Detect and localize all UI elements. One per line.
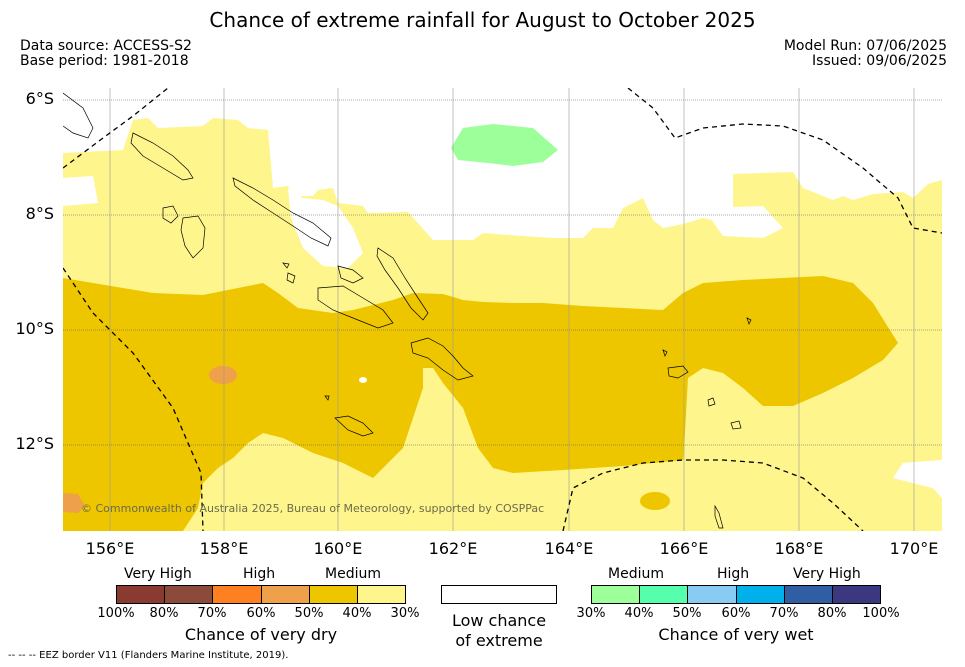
region-medium-dry-strong [63,276,898,531]
model-run: Model Run: 07/06/2025 [783,38,947,54]
graticule [63,99,942,446]
dry-swatch-2 [164,585,213,604]
dry-cat-medium: Medium [325,566,381,582]
dry-swatch-3 [212,585,262,604]
lon-label-170e: 170°E [889,539,939,558]
dry-tick: 100% [97,606,135,621]
base-period: Base period: 1981-2018 [20,53,189,69]
issued-date: Issued: 09/06/2025 [812,53,947,69]
wet-tick: 40% [624,606,654,621]
lon-label-168e: 168°E [774,539,824,558]
islet-marker [359,377,367,383]
meta-left: Data source: ACCESS-S2 Base period: 1981… [20,39,192,69]
wet-tick: 30% [576,606,606,621]
lon-label-162e: 162°E [428,539,478,558]
dry-swatch-4 [261,585,310,604]
data-source: Data source: ACCESS-S2 [20,38,192,54]
dry-tick: 80% [149,606,179,621]
wet-tick: 70% [769,606,799,621]
lat-label-6s: 6°S [25,89,54,108]
eez-footnote: -- -- -- EEZ border V11 (Flanders Marine… [8,650,289,661]
rainfall-map: © Commonwealth of Australia 2025, Bureau… [63,88,942,531]
dry-swatch-1 [116,585,165,604]
region-low-chance-e [703,206,783,238]
wet-tick: 60% [721,606,751,621]
region-low-chance-a [63,176,98,206]
eez-border [63,88,942,531]
wet-cat-medium: Medium [608,566,664,582]
dry-tick: 40% [342,606,372,621]
wet-tick: 100% [862,606,900,621]
region-high-dry-a [209,366,237,384]
meta-right: Model Run: 07/06/2025 Issued: 09/06/2025 [784,39,947,69]
dry-tick: 30% [390,606,420,621]
region-high-dry-b [63,493,85,513]
dry-cat-very-high: Very High [124,566,192,582]
dry-legend-title: Chance of very dry [184,625,338,644]
wet-cat-very-high: Very High [793,566,861,582]
lon-label-158e: 158°E [199,539,249,558]
neutral-title-2: of extreme [455,631,543,650]
neutral-title-1: Low chance [451,611,547,630]
dry-tick: 50% [294,606,324,621]
dry-swatch-6 [357,585,406,604]
neutral-swatch [441,585,557,604]
lat-label-12s: 12°S [15,434,54,453]
region-medium-wet [451,124,558,166]
coastlines [63,92,752,529]
lon-label-164e: 164°E [544,539,594,558]
dry-swatch-5 [309,585,358,604]
lon-label-166e: 166°E [659,539,709,558]
region-medium-dry-spot [640,492,670,510]
meridians [109,88,915,531]
map-title: Chance of extreme rainfall for August to… [209,8,756,32]
wet-swatch-2 [639,585,688,604]
wet-legend-title: Chance of very wet [658,625,814,644]
wet-swatch-3 [687,585,737,604]
wet-cat-high: High [717,566,750,582]
wet-swatch-6 [832,585,881,604]
wet-tick: 50% [672,606,702,621]
wet-swatch-1 [591,585,640,604]
lon-label-160e: 160°E [313,539,363,558]
region-low-chance-d [893,460,942,498]
wet-swatch-4 [736,585,785,604]
lon-label-156e: 156°E [85,539,135,558]
region-low-chance-c [603,110,703,168]
wet-swatch-5 [784,585,833,604]
lat-label-8s: 8°S [25,204,54,223]
lat-label-10s: 10°S [15,319,54,338]
dry-tick: 60% [246,606,276,621]
copyright-text: © Commonwealth of Australia 2025, Bureau… [81,502,544,515]
dry-cat-high: High [243,566,276,582]
region-low-chance-b [288,188,363,268]
wet-tick: 80% [817,606,847,621]
dry-tick: 70% [197,606,227,621]
